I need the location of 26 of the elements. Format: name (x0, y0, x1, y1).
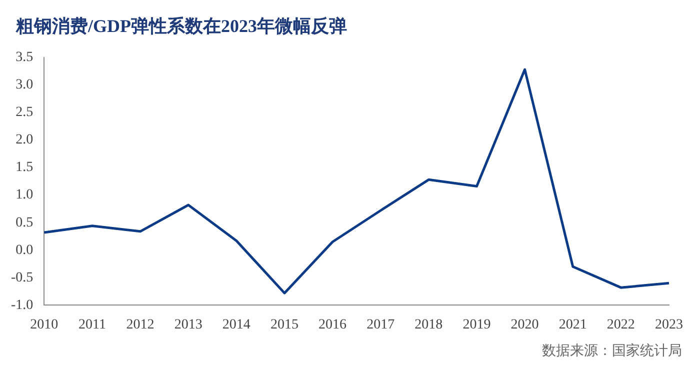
y-tick-label: -1.0 (10, 298, 34, 313)
x-tick-label: 2017 (366, 317, 395, 332)
x-tick-label: 2012 (126, 317, 154, 332)
x-tick-label: 2011 (78, 317, 106, 332)
x-tick-label: 2019 (462, 317, 491, 332)
x-tick-label: 2018 (414, 317, 443, 332)
y-tick-label: 0.5 (16, 215, 34, 230)
y-tick-label: 1.5 (16, 160, 34, 176)
y-tick-label: 2.0 (16, 132, 34, 148)
x-tick-label: 2022 (606, 317, 635, 332)
chart-title: 粗钢消费/GDP弹性系数在2023年微幅反弹 (14, 15, 348, 38)
x-tick-label: 2015 (270, 317, 298, 332)
x-tick-label: 2013 (174, 317, 202, 332)
x-tick-label: 2016 (318, 317, 347, 332)
source-note: 数据来源：国家统计局 (541, 342, 683, 360)
y-tick-label: -0.5 (10, 270, 34, 286)
x-tick-label: 2021 (558, 317, 587, 332)
y-tick-label: 3.5 (16, 50, 34, 66)
x-tick-label: 2014 (222, 317, 250, 332)
y-tick-label: 3.0 (16, 78, 34, 93)
x-tick-label: 2010 (30, 317, 58, 332)
y-tick-label: 1.0 (16, 188, 34, 203)
y-tick-label: 2.5 (16, 105, 34, 120)
x-tick-label: 2020 (510, 317, 539, 332)
y-tick-label: 0.0 (16, 242, 34, 258)
x-tick-label: 2023 (655, 317, 683, 332)
